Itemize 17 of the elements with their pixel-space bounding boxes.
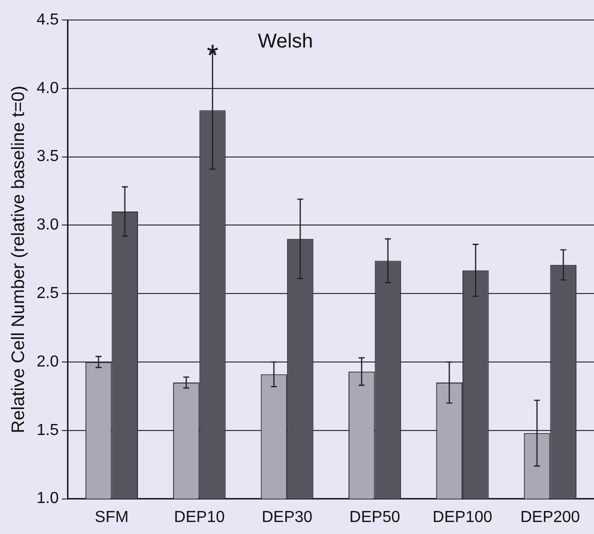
y-axis-title: Relative Cell Number (relative baseline t=0) [8, 86, 28, 434]
y-tick-label: 3.5 [36, 148, 59, 166]
y-tick-label: 1.0 [36, 490, 59, 508]
annotation: * [206, 39, 219, 72]
y-tick-label: 1.5 [36, 422, 59, 439]
y-tick-label: 2.5 [36, 285, 59, 302]
x-tick-label: DEP200 [520, 508, 580, 526]
x-tick-label: DEP10 [174, 508, 225, 526]
x-tick-label: SFM [94, 508, 129, 526]
x-tick-label: DEP30 [262, 508, 313, 526]
x-tick-label: DEP100 [432, 508, 492, 526]
x-tick-label: DEP50 [349, 508, 400, 526]
y-tick-label: 2.0 [36, 353, 59, 370]
y-tick-label: 4.5 [36, 11, 59, 28]
y-tick-label: 4.0 [36, 80, 59, 97]
y-tick-label: 3.0 [36, 216, 59, 234]
annotation: Welsh [258, 30, 314, 53]
